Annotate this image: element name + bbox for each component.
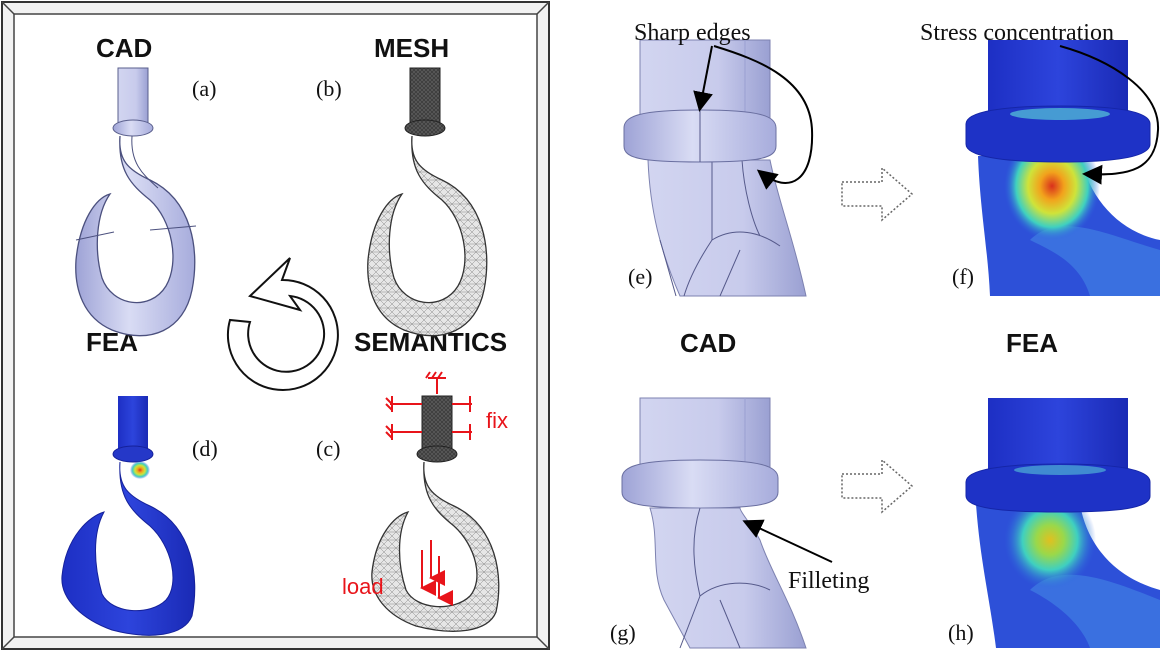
- stress-callout-arrow: [1059, 45, 1160, 185]
- fea-filleted-detail: [965, 398, 1160, 648]
- stress-concentration-label: Stress concentration: [920, 20, 1114, 46]
- cycle-arrow-icon: [226, 257, 339, 391]
- label-a: (a): [192, 76, 216, 101]
- label-h: (h): [948, 620, 974, 645]
- cad-title: CAD: [96, 33, 152, 63]
- transition-arrow-bottom: [841, 458, 914, 514]
- mesh-title: MESH: [374, 33, 449, 63]
- load-label: load: [342, 574, 384, 599]
- filleting-callout-arrow: [742, 519, 833, 563]
- fea-hook-illustration: [61, 396, 196, 636]
- sharp-edges-callouts: [693, 45, 814, 190]
- fix-constraint-symbols: [385, 371, 472, 440]
- cad-hook-illustration: [75, 67, 197, 337]
- filleting-label: Filleting: [788, 568, 869, 594]
- load-arrows: [420, 540, 453, 606]
- cad-title-right: CAD: [680, 328, 736, 358]
- semantics-hook-illustration: [371, 395, 500, 632]
- label-e: (e): [628, 264, 652, 289]
- label-c: (c): [316, 436, 340, 461]
- fix-label: fix: [486, 408, 508, 433]
- fea-title-right: FEA: [1006, 328, 1058, 358]
- mesh-hook-illustration: [367, 67, 488, 337]
- label-d: (d): [192, 436, 218, 461]
- label-g: (g): [610, 620, 636, 645]
- transition-arrow-top: [841, 166, 914, 222]
- fea-stress-detail: [965, 40, 1160, 296]
- cad-filleted-detail: [621, 397, 807, 649]
- label-b: (b): [316, 76, 342, 101]
- cad-sharp-edge-detail: [623, 39, 807, 297]
- label-f: (f): [952, 264, 974, 289]
- sharp-edges-label: Sharp edges: [634, 20, 751, 46]
